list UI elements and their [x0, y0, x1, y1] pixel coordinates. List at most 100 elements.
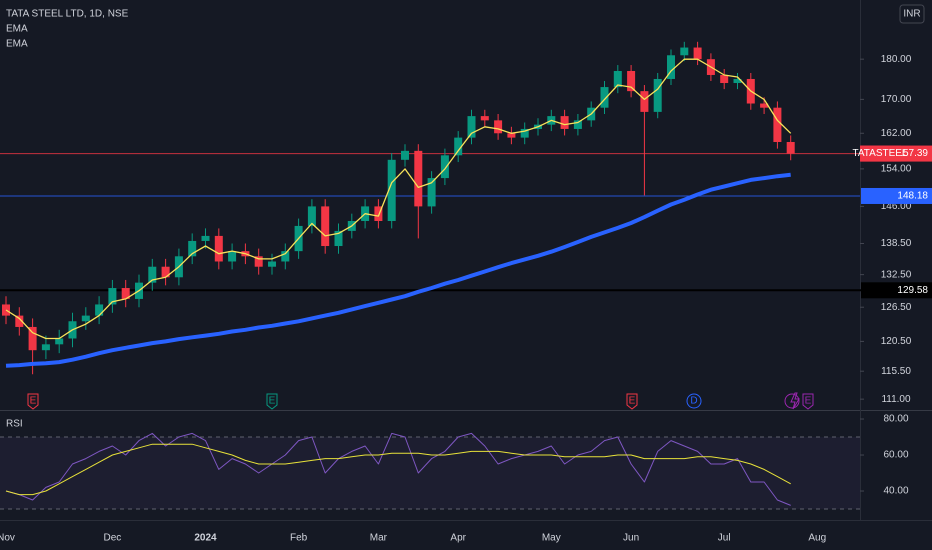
candle-body — [693, 47, 702, 60]
candle-body — [307, 206, 316, 226]
candle-body — [573, 120, 582, 129]
x-tick-label: Mar — [370, 533, 388, 544]
candle-body — [321, 206, 330, 247]
chart-title: TATA STEEL LTD, 1D, NSE — [6, 9, 129, 20]
y-tick-label: 170.00 — [881, 94, 912, 105]
candle-body — [95, 304, 104, 316]
candle-body — [760, 103, 769, 108]
candle-body — [81, 315, 90, 322]
candle-body — [507, 133, 516, 138]
candle-body — [427, 178, 436, 207]
y-tick-label: 180.00 — [881, 54, 912, 65]
series-line — [5, 172, 791, 368]
x-tick-label: Nov — [0, 533, 15, 544]
x-tick-label: 2024 — [194, 533, 217, 544]
symbol-label: TATASTEEL — [852, 148, 907, 159]
candle-body — [627, 70, 636, 92]
candle-body — [680, 47, 689, 56]
currency[interactable]: INR — [903, 9, 920, 20]
candle-body — [201, 235, 210, 241]
candle-body — [667, 55, 675, 79]
series-line — [5, 432, 791, 506]
price-label: 148.18 — [897, 191, 928, 202]
legend-entry: EMA — [6, 24, 28, 35]
candle-body — [560, 116, 569, 129]
candle-body — [720, 74, 729, 84]
x-tick-label: Jun — [623, 533, 639, 544]
candle-body — [401, 150, 409, 160]
event-marker[interactable] — [27, 393, 39, 410]
candle-body — [55, 338, 64, 345]
candle-body — [494, 120, 503, 134]
event-label: E — [269, 396, 276, 407]
candle-body — [387, 159, 396, 221]
candle-body — [613, 70, 622, 88]
candle-body — [733, 78, 742, 84]
event-marker[interactable] — [626, 393, 638, 410]
price-label-box — [861, 187, 932, 204]
y-tick-label: 111.00 — [881, 394, 911, 405]
x-tick-label: Feb — [290, 533, 308, 544]
y-tick-label: 115.50 — [881, 366, 911, 377]
candle-body — [161, 266, 170, 278]
y-tick-label: 60.00 — [883, 450, 908, 461]
x-tick-label: May — [542, 533, 561, 544]
x-tick-label: Jul — [718, 533, 731, 544]
candle-body — [214, 235, 223, 262]
candle-body — [268, 261, 276, 267]
event-icon-ring[interactable] — [784, 393, 800, 409]
candle-body — [773, 107, 782, 143]
event-label: E — [30, 396, 37, 407]
candle-body — [414, 150, 423, 207]
y-tick-label: 126.50 — [881, 302, 912, 313]
symbol-label-box — [860, 145, 901, 162]
series-line — [5, 58, 792, 340]
currency-box[interactable] — [899, 4, 925, 24]
y-tick-label: 154.00 — [881, 164, 912, 175]
candle-body — [440, 155, 449, 179]
event-label: E — [629, 396, 636, 407]
candle-body — [640, 91, 649, 112]
x-tick-label: Apr — [450, 533, 466, 544]
legend-entry: EMA — [6, 39, 28, 50]
rsi-band — [0, 437, 860, 510]
candle-body — [334, 230, 343, 247]
candle-body — [228, 251, 237, 262]
event-icon[interactable] — [790, 392, 800, 410]
candle-body — [454, 137, 463, 156]
event-label: D — [690, 396, 697, 407]
x-tick-label: Aug — [808, 533, 826, 544]
candle-body — [374, 206, 383, 221]
candle-body — [148, 266, 157, 283]
series-line — [5, 443, 791, 496]
y-tick-label: 120.50 — [881, 336, 912, 347]
y-tick-label: 80.00 — [883, 414, 908, 425]
rsi-title: RSI — [6, 419, 23, 430]
candle-body — [108, 288, 117, 305]
y-tick-label: 132.50 — [881, 269, 912, 280]
price-label: 129.58 — [897, 285, 928, 296]
event-label: E — [805, 396, 812, 407]
event-marker[interactable] — [686, 393, 702, 409]
candle-body — [786, 142, 795, 154]
candle-body — [28, 326, 37, 351]
candle-body — [520, 128, 529, 138]
candle-body — [480, 116, 489, 121]
candle-body — [41, 344, 50, 351]
candle-body — [467, 116, 476, 138]
event-marker[interactable] — [266, 393, 278, 410]
candle-body — [600, 87, 609, 108]
candle-body — [188, 240, 197, 257]
x-tick-label: Dec — [104, 533, 122, 544]
event-marker[interactable] — [802, 393, 814, 410]
y-tick-label: 138.50 — [881, 238, 912, 249]
candle-body — [121, 288, 130, 299]
candle-body — [653, 78, 662, 112]
y-tick-label: 40.00 — [883, 486, 908, 497]
candle-body — [281, 251, 290, 262]
y-tick-label: 162.00 — [881, 128, 912, 139]
layers: 111.00 115.50 120.50 126.50 132.50 138.50 146.… — [0, 41, 932, 544]
candle-body — [15, 315, 24, 327]
